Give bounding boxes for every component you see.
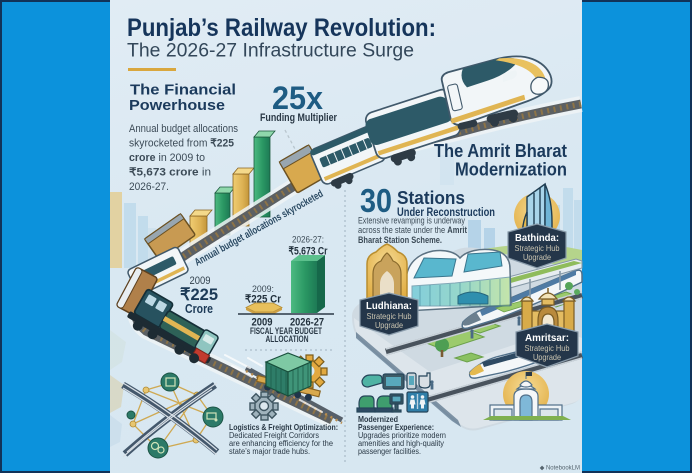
svg-text:across the state under the Amr: across the state under the Amrit: [358, 225, 467, 235]
svg-text:2026-27:: 2026-27:: [292, 235, 324, 246]
svg-text:Under Reconstruction: Under Reconstruction: [397, 207, 495, 219]
svg-text:₹5,673 Cr: ₹5,673 Cr: [289, 246, 329, 258]
svg-text:The 2026-27 Infrastructure Sur: The 2026-27 Infrastructure Surge: [127, 41, 414, 62]
svg-text:FISCAL YEAR BUDGET: FISCAL YEAR BUDGET: [250, 326, 322, 337]
svg-text:2009:: 2009:: [252, 284, 274, 295]
svg-text:◆ NotebookLM: ◆ NotebookLM: [540, 466, 580, 472]
svg-text:Punjab’s Railway Revolution:: Punjab’s Railway Revolution:: [127, 14, 436, 42]
svg-text:2009: 2009: [190, 275, 211, 287]
svg-text:Powerhouse: Powerhouse: [129, 97, 225, 114]
svg-text:Upgrade: Upgrade: [375, 320, 403, 330]
svg-text:₹5,673 crore in: ₹5,673 crore in: [129, 167, 211, 179]
svg-text:Upgrades prioritize modern: Upgrades prioritize modern: [358, 431, 446, 440]
svg-text:2009: 2009: [252, 317, 273, 329]
svg-text:₹225: ₹225: [180, 285, 218, 304]
svg-text:state’s major trade hubs.: state’s major trade hubs.: [229, 447, 310, 456]
svg-text:Stations: Stations: [397, 187, 465, 208]
svg-text:30: 30: [360, 182, 392, 219]
svg-text:Modernization: Modernization: [455, 160, 567, 180]
svg-text:₹225 Cr: ₹225 Cr: [245, 294, 282, 306]
svg-text:Passenger Experience:: Passenger Experience:: [358, 422, 434, 432]
svg-text:amenities and high-quality: amenities and high-quality: [358, 439, 444, 448]
svg-text:Extensive revamping is underwa: Extensive revamping is underway: [358, 216, 465, 226]
svg-text:25x: 25x: [272, 80, 323, 116]
svg-text:2026-27: 2026-27: [290, 317, 324, 329]
svg-text:Upgrade: Upgrade: [533, 352, 561, 362]
svg-text:Bharat Station Scheme.: Bharat Station Scheme.: [358, 235, 442, 245]
svg-text:crore in 2009 to: crore in 2009 to: [129, 152, 205, 164]
svg-text:Amritsar:: Amritsar:: [525, 333, 569, 344]
svg-text:passenger facilities.: passenger facilities.: [358, 447, 421, 456]
svg-text:Logistics & Freight Optimizati: Logistics & Freight Optimization:: [229, 422, 338, 432]
svg-text:Dedicated Freight Corridors: Dedicated Freight Corridors: [229, 431, 319, 440]
svg-text:Crore: Crore: [185, 301, 213, 316]
svg-text:Strategic Hub: Strategic Hub: [515, 243, 560, 253]
svg-text:The Financial: The Financial: [130, 82, 236, 99]
svg-text:Bathinda:: Bathinda:: [515, 233, 559, 244]
svg-text:Modernized: Modernized: [358, 414, 398, 424]
svg-text:Strategic Hub: Strategic Hub: [525, 343, 570, 353]
svg-text:2026-27.: 2026-27.: [129, 181, 169, 193]
svg-text:Annual budget allocations: Annual budget allocations: [129, 123, 238, 135]
svg-text:The Amrit Bharat: The Amrit Bharat: [434, 141, 567, 161]
svg-text:Funding Multiplier: Funding Multiplier: [260, 112, 338, 124]
svg-text:Strategic Hub: Strategic Hub: [367, 311, 412, 321]
svg-text:skyrocketed from ₹225: skyrocketed from ₹225: [129, 138, 234, 150]
svg-text:Ludhiana:: Ludhiana:: [366, 301, 412, 312]
svg-text:are enhancing efficiency for t: are enhancing efficiency for the: [229, 439, 334, 448]
svg-text:ALLOCATION: ALLOCATION: [266, 334, 309, 345]
svg-text:Upgrade: Upgrade: [523, 252, 551, 262]
